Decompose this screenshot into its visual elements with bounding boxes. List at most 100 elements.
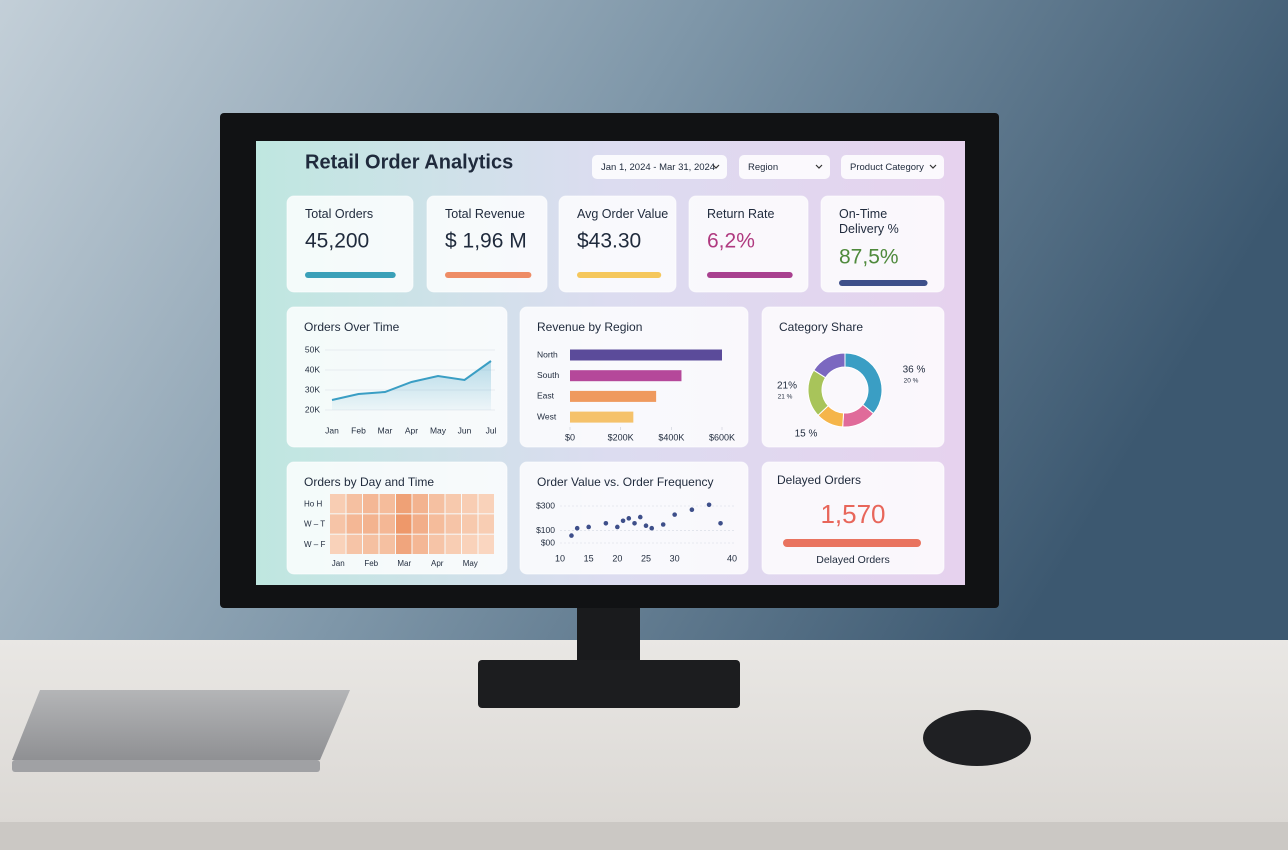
x-tick-label: Feb — [351, 425, 366, 435]
heat-cell — [412, 514, 428, 534]
scatter-point — [626, 516, 632, 521]
y-tick-label: $100 — [536, 525, 555, 535]
kpi-label: Avg Order Value — [577, 207, 669, 221]
kpi-bar — [839, 280, 928, 286]
scatter-point — [689, 507, 695, 512]
kpi-value: 87,5% — [839, 246, 899, 269]
delayed-label: Delayed Orders — [816, 554, 890, 566]
chevron — [929, 164, 937, 169]
kpi-value: $ 1,96 M — [445, 230, 527, 253]
donut-segment — [813, 352, 846, 379]
x-tick-label: $600K — [709, 432, 735, 442]
heat-cell — [396, 534, 412, 554]
heat-cell — [363, 514, 379, 534]
y-tick-label: East — [537, 391, 555, 401]
y-tick-label: South — [537, 370, 559, 380]
desk-edge — [0, 822, 1288, 850]
monitor-base — [478, 660, 740, 708]
scatter-point — [574, 525, 580, 531]
card — [558, 195, 677, 293]
data-label: 21% — [777, 381, 797, 392]
x-tick-label: 40 — [727, 553, 737, 563]
y-tick-label: North — [537, 349, 558, 359]
scatter-point — [569, 533, 574, 538]
x-tick-label: May — [430, 425, 447, 435]
filter-dropdown[interactable]: Product Category — [841, 155, 944, 179]
heat-cell — [462, 494, 478, 514]
chart-title: Revenue by Region — [537, 320, 642, 334]
x-tick-label: 10 — [555, 553, 565, 563]
heat-cell — [478, 534, 494, 554]
kpi-label: Total Orders — [305, 207, 374, 221]
heat-cell — [330, 514, 346, 534]
heat-cell — [379, 514, 395, 534]
heat-cell — [429, 494, 445, 514]
y-tick-label: Ho H — [304, 499, 322, 508]
data-label: 36 % — [903, 365, 926, 376]
y-tick-label: $00 — [541, 537, 555, 547]
heat-cell — [330, 494, 346, 514]
laptop-edge — [12, 760, 320, 772]
data-label: 15 % — [795, 429, 818, 440]
y-tick-label: West — [537, 411, 557, 421]
chart-title: Category Share — [779, 320, 863, 334]
annotation: 21 % — [778, 394, 793, 401]
scatter-point — [615, 524, 620, 530]
bar — [570, 411, 634, 423]
filter-dropdown[interactable]: Jan 1, 2024 - Mar 31, 2024 — [592, 155, 727, 179]
chart-title: Order Value vs. Order Frequency — [537, 475, 714, 489]
kpi-label-box: Total Orders — [305, 207, 374, 221]
y-tick-label: 50K — [305, 344, 320, 354]
scatter-point — [632, 520, 637, 526]
x-tick-label: Apr — [431, 559, 444, 568]
y-tick-label: 40K — [305, 364, 320, 374]
filter-box — [592, 155, 727, 179]
heat-cell — [396, 514, 412, 534]
heat-cell — [478, 494, 494, 514]
filter-dropdown[interactable]: Region — [739, 155, 830, 179]
scatter-point — [706, 502, 712, 508]
scatter-point — [586, 524, 591, 530]
scatter-point — [620, 518, 626, 524]
kpi-label-box: Return Rate — [707, 207, 775, 221]
card-title: Delayed Orders — [777, 473, 861, 487]
x-tick-label: Jan — [332, 559, 345, 568]
bar — [570, 390, 657, 402]
x-tick-label: Jun — [458, 425, 472, 435]
heat-cell — [363, 534, 379, 554]
y-tick-label: $300 — [536, 500, 555, 510]
x-tick-label: Mar — [378, 425, 393, 435]
y-tick-label: 30K — [305, 384, 320, 394]
scatter-point — [660, 522, 666, 527]
x-tick-label: Jan — [325, 425, 339, 435]
x-tick-label: $400K — [658, 432, 684, 442]
x-tick-label: 15 — [584, 553, 594, 563]
x-tick-label: Apr — [405, 425, 418, 435]
kpi-bar — [707, 272, 793, 278]
kpi-bar — [577, 272, 662, 278]
y-tick-label: W – F — [304, 540, 325, 549]
x-tick-label: $0 — [565, 432, 575, 442]
y-tick-label: 20K — [305, 404, 320, 414]
heat-cell — [346, 534, 362, 554]
x-tick-label: May — [463, 559, 478, 568]
bar — [570, 370, 682, 382]
scatter-point — [649, 525, 655, 531]
card — [820, 195, 945, 293]
heat-cell — [462, 514, 478, 534]
card — [286, 306, 508, 448]
heat-cell — [412, 494, 428, 514]
card — [286, 195, 414, 293]
mouse — [923, 710, 1031, 766]
filter-label: Product Category — [850, 162, 924, 173]
kpi-label-box: On-Time Delivery % — [839, 207, 899, 236]
laptop — [12, 690, 350, 760]
heat-cell — [379, 494, 395, 514]
x-tick-label: Feb — [364, 559, 378, 568]
kpi-label: Return Rate — [707, 207, 775, 221]
kpi-label: On-Time Delivery % — [839, 207, 899, 236]
scatter-point — [643, 523, 649, 529]
dashboard: Jan 1, 2024 - Mar 31, 2024 Region Product … — [286, 155, 945, 575]
heat-cell — [363, 494, 379, 514]
